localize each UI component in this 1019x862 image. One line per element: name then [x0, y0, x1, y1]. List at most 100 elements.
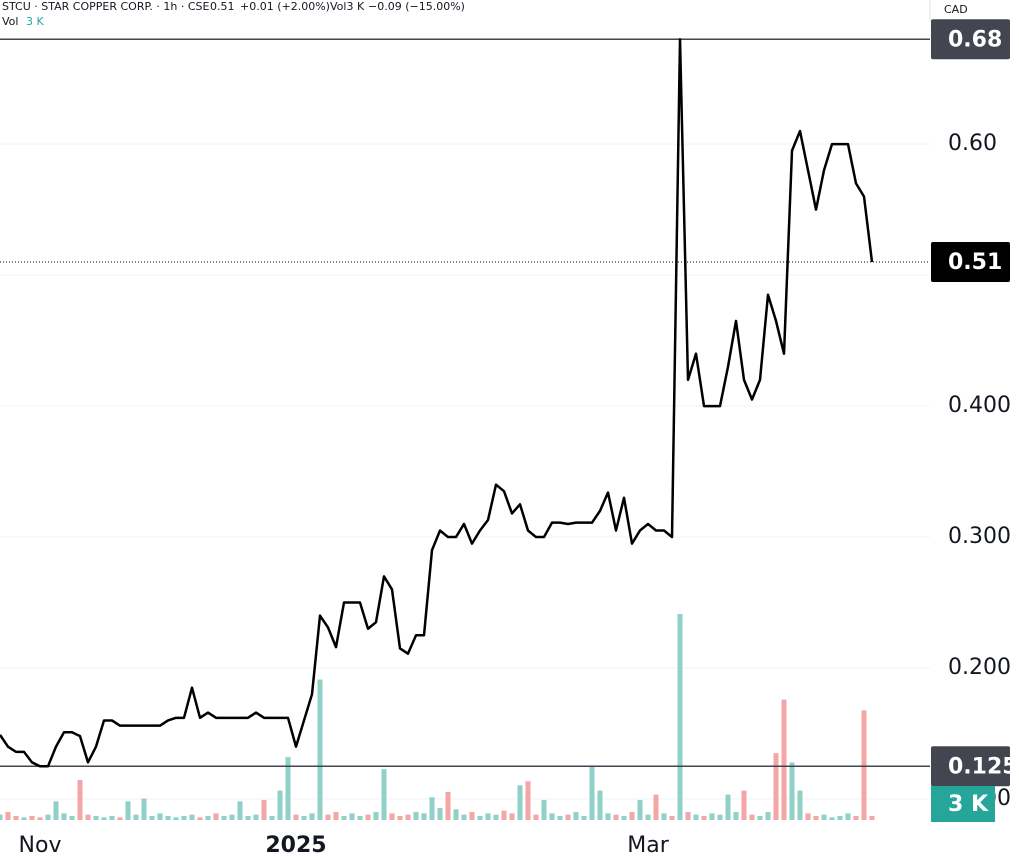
volume-bar	[501, 810, 507, 820]
currency: CAD	[944, 3, 968, 16]
volume-bar	[37, 817, 43, 820]
volume-bar	[205, 815, 211, 820]
volume-bar	[365, 814, 371, 820]
volume-bar	[221, 815, 227, 820]
y-tick-label: 0.300	[948, 524, 1011, 549]
volume-bar	[765, 811, 771, 820]
volume-bar	[277, 790, 283, 820]
price-badge	[931, 19, 1010, 60]
volume-bar	[173, 817, 179, 820]
volume-bar	[29, 815, 35, 820]
legend-title: STCU · STAR COPPER CORP. · 1h · CSE	[2, 0, 209, 13]
volume-bar	[637, 799, 643, 820]
volume-bar	[645, 814, 651, 820]
volume-bar	[733, 811, 739, 820]
volume-bar	[333, 811, 339, 820]
volume-bar	[853, 815, 859, 820]
volume-bar	[357, 815, 363, 820]
volume-bar	[693, 814, 699, 820]
price-badge-label: 0.125	[948, 754, 1018, 779]
volume-bar	[109, 815, 115, 820]
volume-bar	[325, 814, 331, 820]
volume-bar	[229, 814, 235, 820]
legend-close: 0.51	[210, 0, 235, 13]
price-line-series	[0, 38, 874, 768]
volume-bar	[269, 815, 275, 820]
volume-bar	[629, 811, 635, 820]
volume-bar	[613, 814, 619, 820]
volume-bar	[453, 809, 459, 820]
volume-bar	[53, 801, 59, 820]
volume-bar	[709, 813, 715, 820]
volume-bar	[781, 699, 787, 820]
volume-bar	[517, 785, 523, 820]
volume-bar	[605, 813, 611, 820]
volume-bar	[125, 801, 131, 820]
volume-bar	[317, 679, 323, 820]
volume-name: Vol	[2, 15, 18, 28]
volume-bar	[837, 815, 843, 820]
volume-bar	[757, 815, 763, 820]
volume-bar	[0, 814, 3, 820]
volume-bar	[773, 753, 779, 820]
volume-bar	[533, 814, 539, 820]
volume-bar	[669, 815, 675, 820]
volume-bar	[437, 807, 443, 820]
volume-bar	[653, 794, 659, 820]
volume-bar	[149, 815, 155, 820]
x-tick-label: Nov	[19, 833, 62, 858]
volume-bar	[541, 799, 547, 820]
volume-bar	[285, 757, 291, 820]
volume-bar	[157, 813, 163, 820]
volume-bar	[141, 798, 147, 820]
volume-bar	[413, 811, 419, 820]
volume-bar	[477, 815, 483, 820]
volume-bar	[421, 813, 427, 820]
volume-bar	[77, 779, 83, 820]
volume-bar	[589, 766, 595, 820]
volume-bar	[133, 814, 139, 820]
volume-bar	[701, 815, 707, 820]
volume-bar	[213, 813, 219, 820]
legend-change: +0.01 (+2.00%)	[240, 0, 330, 13]
volume-bar	[485, 813, 491, 820]
volume-bar	[661, 813, 667, 820]
volume-bar	[405, 814, 411, 820]
volume-bar	[509, 813, 515, 820]
volume-bar	[557, 815, 563, 820]
volume-bar	[805, 813, 811, 820]
volume-bar	[573, 811, 579, 820]
volume-bar	[829, 817, 835, 820]
volume-bar	[749, 814, 755, 820]
volume-bar	[93, 815, 99, 820]
volume-bar	[245, 815, 251, 820]
volume-bar	[869, 815, 875, 820]
volume-badge	[931, 786, 995, 822]
volume-bar	[461, 814, 467, 820]
volume-bar	[197, 817, 203, 820]
volume-bar	[341, 815, 347, 820]
volume-bar	[349, 813, 355, 820]
volume-bar	[117, 817, 123, 820]
volume-badge-label: 3 K	[948, 792, 989, 817]
volume-bar	[13, 815, 19, 820]
y-tick-label: 0.60	[948, 131, 997, 156]
volume-bar	[717, 814, 723, 820]
volume-bar	[101, 817, 107, 820]
volume-bar	[397, 815, 403, 820]
volume-bar	[741, 790, 747, 820]
volume-bar	[237, 801, 243, 820]
volume-bar	[581, 815, 587, 820]
volume-bar	[445, 791, 451, 820]
volume-bar	[253, 814, 259, 820]
volume-bar	[301, 815, 307, 820]
volume-bar	[45, 814, 51, 820]
x-tick-label: 2025	[265, 833, 326, 858]
volume-bar	[493, 814, 499, 820]
legend-volume: Vol3 K	[330, 0, 365, 13]
volume-bar	[373, 811, 379, 820]
price-badge	[931, 241, 1010, 282]
volume-last: 3 K	[26, 15, 44, 28]
y-tick-label: 0.200	[948, 655, 1011, 680]
volume-bar	[797, 790, 803, 820]
